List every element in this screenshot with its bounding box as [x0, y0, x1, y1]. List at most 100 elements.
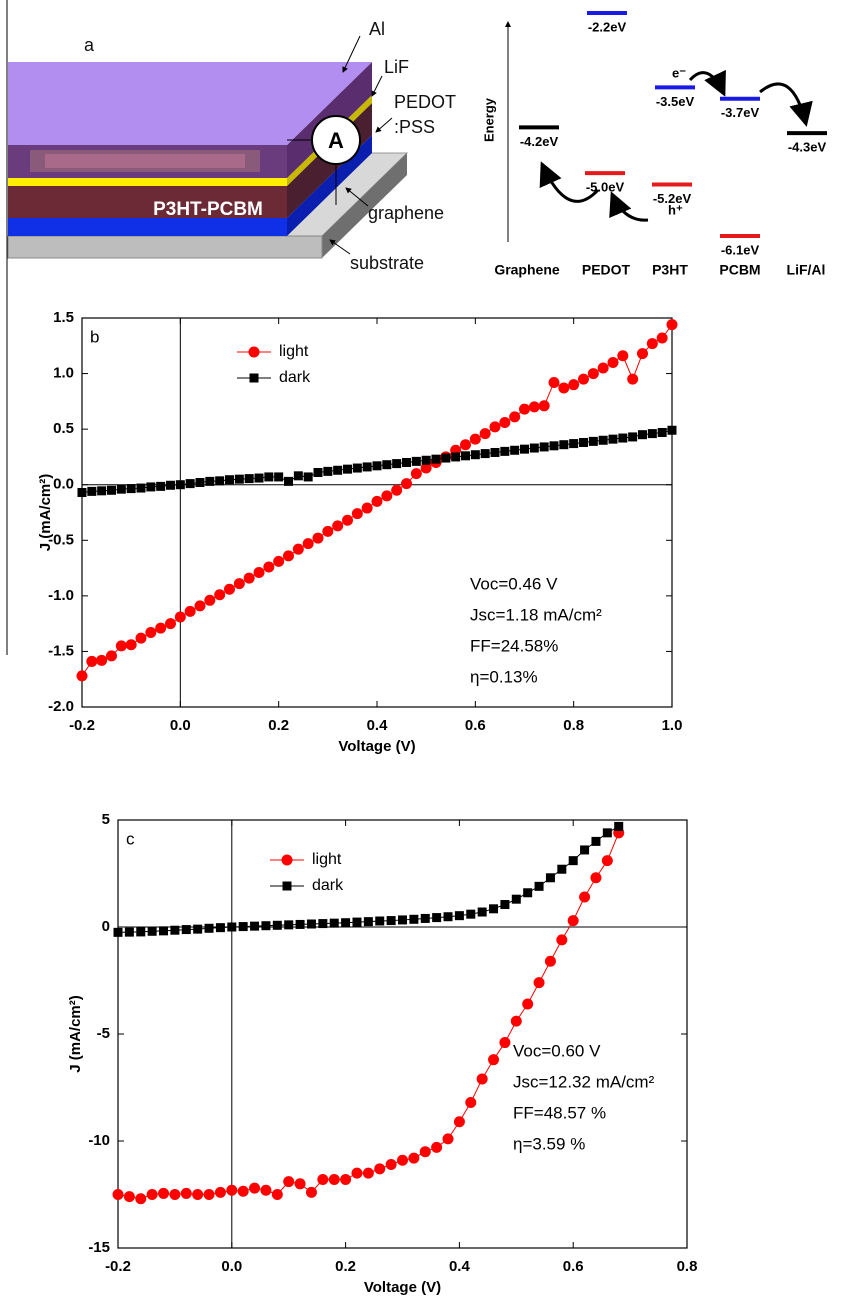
data-point	[627, 373, 639, 385]
data-point	[580, 845, 590, 855]
data-point	[283, 550, 294, 562]
data-point	[352, 463, 362, 473]
x-tick-label: 0.0	[170, 717, 191, 734]
annotation: η=0.13%	[470, 667, 538, 686]
data-point	[333, 465, 343, 475]
data-point	[254, 473, 264, 483]
transfer-arrow	[609, 191, 649, 222]
data-point	[637, 348, 648, 360]
data-point	[332, 520, 344, 532]
data-point	[479, 428, 491, 440]
data-point	[342, 514, 353, 526]
data-point	[237, 1185, 249, 1197]
plot-frame	[81, 317, 673, 708]
data-point	[667, 425, 677, 435]
graphene-side	[287, 135, 372, 236]
data-point	[469, 433, 481, 445]
data-point	[646, 338, 658, 350]
layer-label: graphene	[368, 203, 444, 223]
x-axis-label: Voltage (V)	[338, 738, 415, 755]
data-point	[489, 904, 499, 914]
carrier-label: h⁺	[668, 202, 683, 217]
data-point	[195, 477, 205, 487]
data-point	[181, 925, 191, 935]
data-point	[123, 1191, 135, 1203]
data-point	[146, 482, 156, 492]
data-point	[272, 920, 282, 930]
data-point	[169, 1189, 181, 1200]
data-point	[166, 480, 175, 490]
material-label: LiF/Al	[787, 262, 826, 278]
data-point	[234, 474, 244, 484]
data-point	[374, 1163, 386, 1175]
data-point	[538, 400, 550, 412]
data-point	[204, 594, 216, 606]
x-tick-label: 0.6	[563, 1258, 584, 1275]
data-point	[146, 1189, 158, 1200]
data-point	[329, 918, 339, 928]
level-label: -3.7eV	[721, 105, 760, 120]
data-point	[113, 927, 123, 937]
data-point	[392, 459, 402, 469]
data-point	[243, 572, 255, 584]
data-point	[271, 1189, 283, 1200]
data-point	[313, 467, 323, 477]
data-point	[568, 856, 578, 866]
x-tick-label: 0.4	[367, 717, 389, 734]
data-point	[363, 917, 373, 927]
pointer	[371, 75, 383, 97]
data-point	[283, 1176, 295, 1188]
y-tick-label: -1.0	[48, 587, 74, 604]
data-point	[77, 487, 87, 497]
transfer-arrow	[539, 161, 600, 203]
data-point	[381, 490, 393, 502]
y-tick-label: -0.5	[48, 531, 74, 548]
data-point	[361, 502, 373, 514]
data-point	[601, 855, 613, 867]
data-point	[489, 421, 501, 433]
legend-label: light	[279, 343, 309, 360]
data-point	[261, 921, 271, 931]
data-point	[135, 1193, 147, 1205]
legend-marker	[249, 373, 259, 383]
layer-label: PEDOT	[394, 92, 456, 112]
data-point	[323, 466, 333, 476]
data-point	[558, 382, 570, 394]
data-point	[214, 589, 226, 601]
layer-label: P3HT-PCBM	[153, 199, 263, 220]
data-point	[204, 923, 214, 933]
data-point	[385, 1159, 397, 1171]
data-point	[391, 484, 403, 496]
level-label: -5.0eV	[586, 180, 625, 195]
data-point	[666, 319, 678, 331]
pointer	[342, 35, 361, 73]
data-point	[510, 1015, 522, 1027]
data-point	[533, 977, 545, 989]
data-point	[420, 462, 432, 474]
data-point	[549, 441, 559, 451]
data-point	[410, 468, 422, 480]
pointer	[375, 117, 393, 133]
panel-label: b	[90, 327, 99, 346]
data-point	[408, 1152, 420, 1164]
x-tick-label: 0.0	[221, 1258, 242, 1275]
x-tick-label: 0.4	[449, 1258, 471, 1275]
data-point	[500, 446, 510, 456]
data-point	[227, 922, 237, 932]
data-point	[352, 917, 362, 927]
data-point	[548, 376, 560, 388]
annotation: Jsc=1.18 mA/cm²	[470, 605, 602, 624]
data-point	[205, 476, 215, 486]
data-point	[362, 1167, 374, 1179]
material-label: PEDOT	[582, 262, 631, 278]
data-point	[135, 632, 147, 644]
y-tick-label: -10	[88, 1132, 110, 1149]
x-tick-label: 0.6	[465, 717, 486, 734]
data-point	[559, 440, 569, 450]
data-point	[578, 373, 589, 385]
data-point	[375, 916, 385, 926]
level-label: -2.2eV	[588, 19, 627, 34]
data-point	[419, 1146, 431, 1158]
data-point	[76, 670, 88, 682]
data-point	[386, 916, 396, 926]
